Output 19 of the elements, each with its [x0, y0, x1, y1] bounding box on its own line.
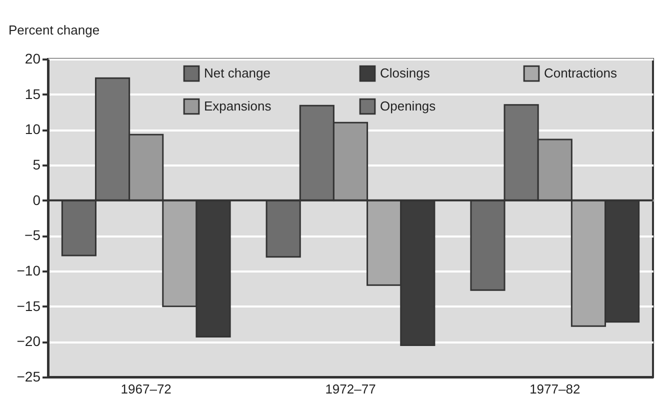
legend-label: Closings [380, 66, 430, 81]
x-tick-label: 1967–72 [120, 382, 172, 396]
y-tick-label: −25 [16, 368, 41, 384]
y-tick-label: −5 [24, 227, 41, 244]
y-tick-label: −15 [16, 298, 41, 314]
y-axis-title: Percent change [8, 22, 100, 38]
legend-label: Openings [380, 98, 436, 114]
y-tick-label: 0 [32, 192, 41, 208]
y-tick-label: −10 [16, 262, 41, 278]
y-tick-label: 20 [24, 50, 41, 66]
x-tick-label: 1977–82 [530, 382, 580, 396]
y-tick-label: −20 [16, 333, 41, 350]
legend-label: Contractions [544, 66, 618, 81]
legend-label: Net change [204, 66, 270, 81]
y-tick-label: 5 [32, 156, 41, 172]
y-tick-label: 15 [24, 86, 41, 102]
y-tick-label: 10 [24, 121, 41, 138]
legend-label: Expansions [204, 98, 272, 114]
x-tick-label: 1972–77 [325, 382, 376, 396]
